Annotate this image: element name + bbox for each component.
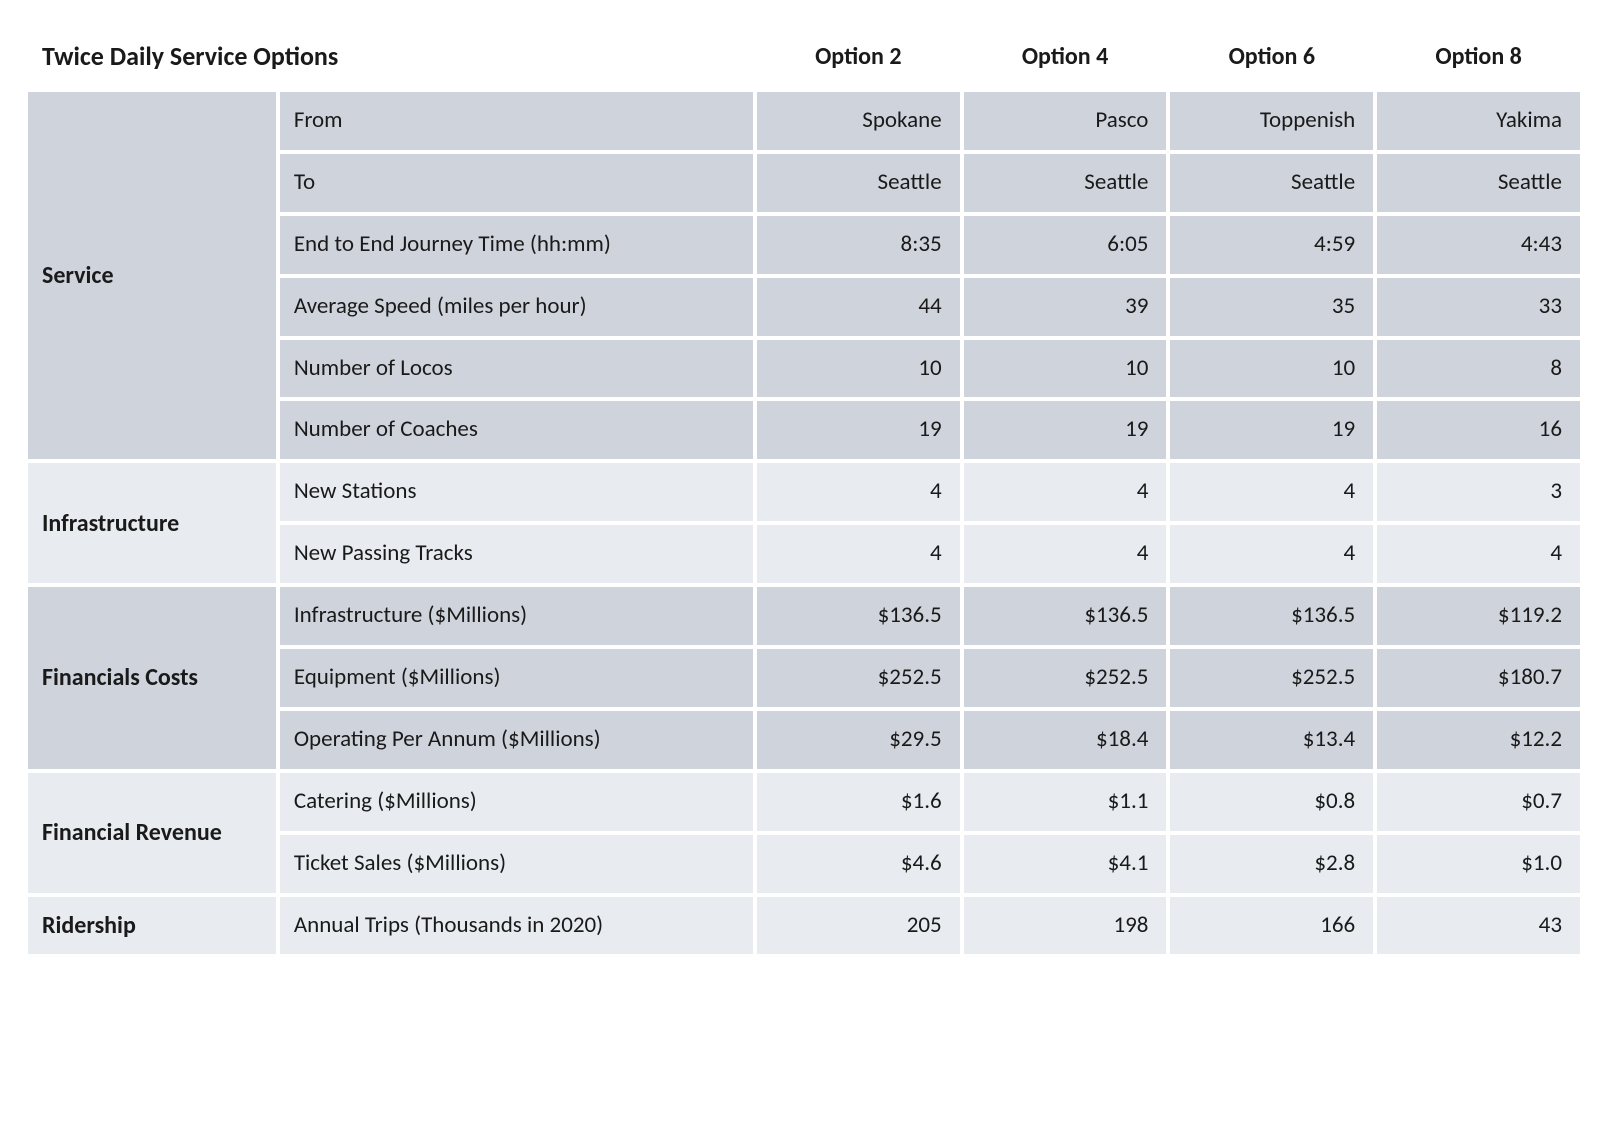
row-value: 19	[1170, 401, 1373, 459]
row-label: Number of Coaches	[280, 401, 753, 459]
row-value: 10	[964, 340, 1167, 398]
row-label: Catering ($Millions)	[280, 773, 753, 831]
row-value: 166	[1170, 897, 1373, 955]
row-value: Seattle	[964, 154, 1167, 212]
table-body: ServiceFromSpokanePascoToppenishYakimaTo…	[28, 92, 1580, 954]
row-label: From	[280, 92, 753, 150]
row-value: 205	[757, 897, 960, 955]
row-value: 8:35	[757, 216, 960, 274]
row-label: End to End Journey Time (hh:mm)	[280, 216, 753, 274]
row-label: Annual Trips (Thousands in 2020)	[280, 897, 753, 955]
row-value: $18.4	[964, 711, 1167, 769]
row-value: 10	[757, 340, 960, 398]
row-value: $4.6	[757, 835, 960, 893]
row-value: $136.5	[964, 587, 1167, 645]
row-value: 4	[757, 525, 960, 583]
option-header: Option 4	[964, 28, 1167, 88]
option-header: Option 8	[1377, 28, 1580, 88]
section-name: Financials Costs	[28, 587, 276, 769]
row-label: Equipment ($Millions)	[280, 649, 753, 707]
row-value: Seattle	[1377, 154, 1580, 212]
row-value: $13.4	[1170, 711, 1373, 769]
row-value: $2.8	[1170, 835, 1373, 893]
row-value: 4	[757, 463, 960, 521]
row-value: $4.1	[964, 835, 1167, 893]
row-value: 4	[1170, 525, 1373, 583]
row-value: $119.2	[1377, 587, 1580, 645]
row-label: Infrastructure ($Millions)	[280, 587, 753, 645]
row-value: Seattle	[1170, 154, 1373, 212]
row-value: $252.5	[964, 649, 1167, 707]
row-value: 4	[1170, 463, 1373, 521]
section-name: Ridership	[28, 897, 276, 955]
row-value: $180.7	[1377, 649, 1580, 707]
row-label: To	[280, 154, 753, 212]
row-value: $136.5	[757, 587, 960, 645]
row-value: 43	[1377, 897, 1580, 955]
row-value: 10	[1170, 340, 1373, 398]
row-value: 8	[1377, 340, 1580, 398]
row-value: 35	[1170, 278, 1373, 336]
table-header: Twice Daily Service Options Option 2 Opt…	[28, 28, 1580, 88]
table-title: Twice Daily Service Options	[28, 28, 753, 88]
row-value: 4	[964, 463, 1167, 521]
row-value: 44	[757, 278, 960, 336]
section-name: Financial Revenue	[28, 773, 276, 893]
table-row: ServiceFromSpokanePascoToppenishYakima	[28, 92, 1580, 150]
row-value: 6:05	[964, 216, 1167, 274]
service-options-table: Twice Daily Service Options Option 2 Opt…	[24, 24, 1584, 958]
row-label: Operating Per Annum ($Millions)	[280, 711, 753, 769]
table-row: Financial RevenueCatering ($Millions)$1.…	[28, 773, 1580, 831]
row-value: 16	[1377, 401, 1580, 459]
section-name: Infrastructure	[28, 463, 276, 583]
row-label: Number of Locos	[280, 340, 753, 398]
row-label: Ticket Sales ($Millions)	[280, 835, 753, 893]
row-value: $12.2	[1377, 711, 1580, 769]
row-value: 4	[964, 525, 1167, 583]
row-value: 198	[964, 897, 1167, 955]
row-value: $0.7	[1377, 773, 1580, 831]
row-value: 4:43	[1377, 216, 1580, 274]
option-header: Option 6	[1170, 28, 1373, 88]
row-value: 4	[1377, 525, 1580, 583]
row-value: $252.5	[757, 649, 960, 707]
row-label: New Passing Tracks	[280, 525, 753, 583]
table-row: Financials CostsInfrastructure ($Million…	[28, 587, 1580, 645]
row-value: 19	[757, 401, 960, 459]
row-value: Pasco	[964, 92, 1167, 150]
row-value: Seattle	[757, 154, 960, 212]
row-value: $136.5	[1170, 587, 1373, 645]
row-value: Toppenish	[1170, 92, 1373, 150]
row-value: $252.5	[1170, 649, 1373, 707]
row-value: $1.0	[1377, 835, 1580, 893]
section-name: Service	[28, 92, 276, 459]
row-value: 33	[1377, 278, 1580, 336]
row-value: 19	[964, 401, 1167, 459]
row-value: 4:59	[1170, 216, 1373, 274]
row-value: $1.6	[757, 773, 960, 831]
row-value: 3	[1377, 463, 1580, 521]
table-row: InfrastructureNew Stations4443	[28, 463, 1580, 521]
row-value: $29.5	[757, 711, 960, 769]
row-value: Yakima	[1377, 92, 1580, 150]
table-row: RidershipAnnual Trips (Thousands in 2020…	[28, 897, 1580, 955]
option-header: Option 2	[757, 28, 960, 88]
row-value: Spokane	[757, 92, 960, 150]
row-value: $0.8	[1170, 773, 1373, 831]
row-value: $1.1	[964, 773, 1167, 831]
row-label: Average Speed (miles per hour)	[280, 278, 753, 336]
row-label: New Stations	[280, 463, 753, 521]
row-value: 39	[964, 278, 1167, 336]
